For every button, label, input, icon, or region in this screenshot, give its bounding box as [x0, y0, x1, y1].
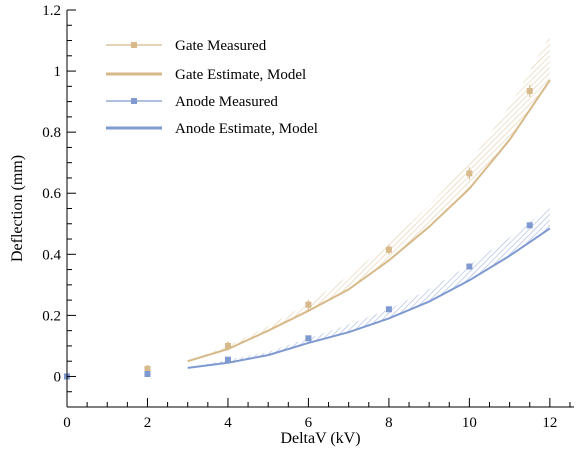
model-bands: [187, 36, 550, 368]
x-tick-label: 12: [542, 415, 557, 431]
data-point: [144, 365, 151, 372]
legend-marker-2: [131, 98, 137, 104]
x-tick-label: 10: [462, 415, 477, 431]
legend-marker-0: [131, 42, 137, 48]
y-tick-label: 0.8: [42, 125, 61, 141]
x-tick-label: 6: [305, 415, 313, 431]
y-axis-label: Deflection (mm): [9, 155, 26, 262]
y-tick-label: 1.2: [42, 3, 61, 19]
data-point: [224, 342, 231, 349]
legend: Gate Measured Gate Estimate, Model Anode M…: [106, 38, 318, 137]
y-tick-label: 0.6: [42, 186, 61, 202]
model-line-3: [187, 227, 551, 369]
data-point: [144, 371, 151, 378]
legend-label-3: Anode Estimate, Model: [175, 121, 318, 137]
legend-label-1: Gate Estimate, Model: [175, 67, 306, 83]
ticks: 0 2 4 6 8 10 12 0 0.2 0.4 0.6 0.8 1 1.2: [42, 3, 571, 431]
x-tick-label: 0: [63, 415, 71, 431]
data-point: [526, 222, 533, 229]
legend-label-2: Anode Measured: [175, 94, 278, 110]
y-tick-label: 1: [54, 64, 62, 80]
y-tick-label: 0.4: [42, 247, 61, 263]
x-tick-label: 4: [224, 415, 232, 431]
data-point: [385, 306, 392, 313]
data-point: [466, 263, 473, 270]
axes: [66, 10, 574, 408]
model-line-1: [187, 79, 551, 363]
model-band-3: [187, 207, 550, 368]
y-tick-label: 0.2: [42, 308, 61, 324]
data-point: [305, 301, 312, 308]
x-tick-label: 8: [385, 415, 393, 431]
model-lines: [187, 79, 551, 369]
y-tick-label: 0: [54, 369, 62, 385]
legend-label-0: Gate Measured: [175, 38, 267, 54]
data-point: [526, 87, 533, 94]
data-point: [305, 335, 312, 342]
x-tick-label: 2: [144, 415, 152, 431]
data-point: [385, 246, 392, 253]
model-band-1: [187, 36, 550, 362]
data-point: [466, 170, 473, 177]
data-point: [224, 356, 231, 363]
x-axis-label: DeltaV (kV): [280, 430, 360, 447]
